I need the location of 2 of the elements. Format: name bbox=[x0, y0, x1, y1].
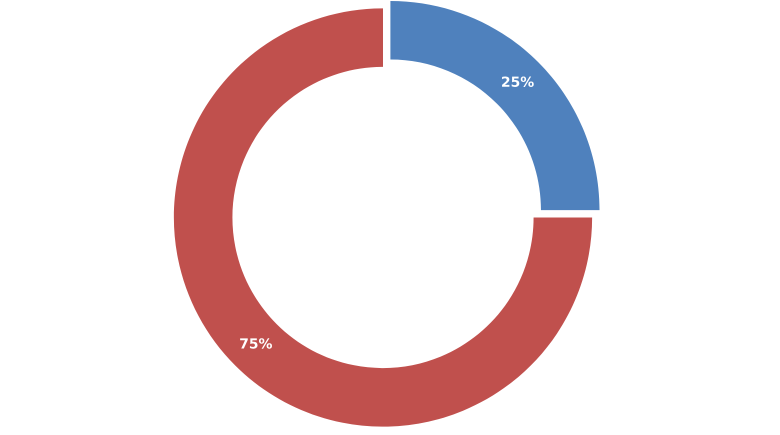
data-label: 75% bbox=[240, 338, 272, 349]
data-label: 25% bbox=[502, 76, 534, 87]
